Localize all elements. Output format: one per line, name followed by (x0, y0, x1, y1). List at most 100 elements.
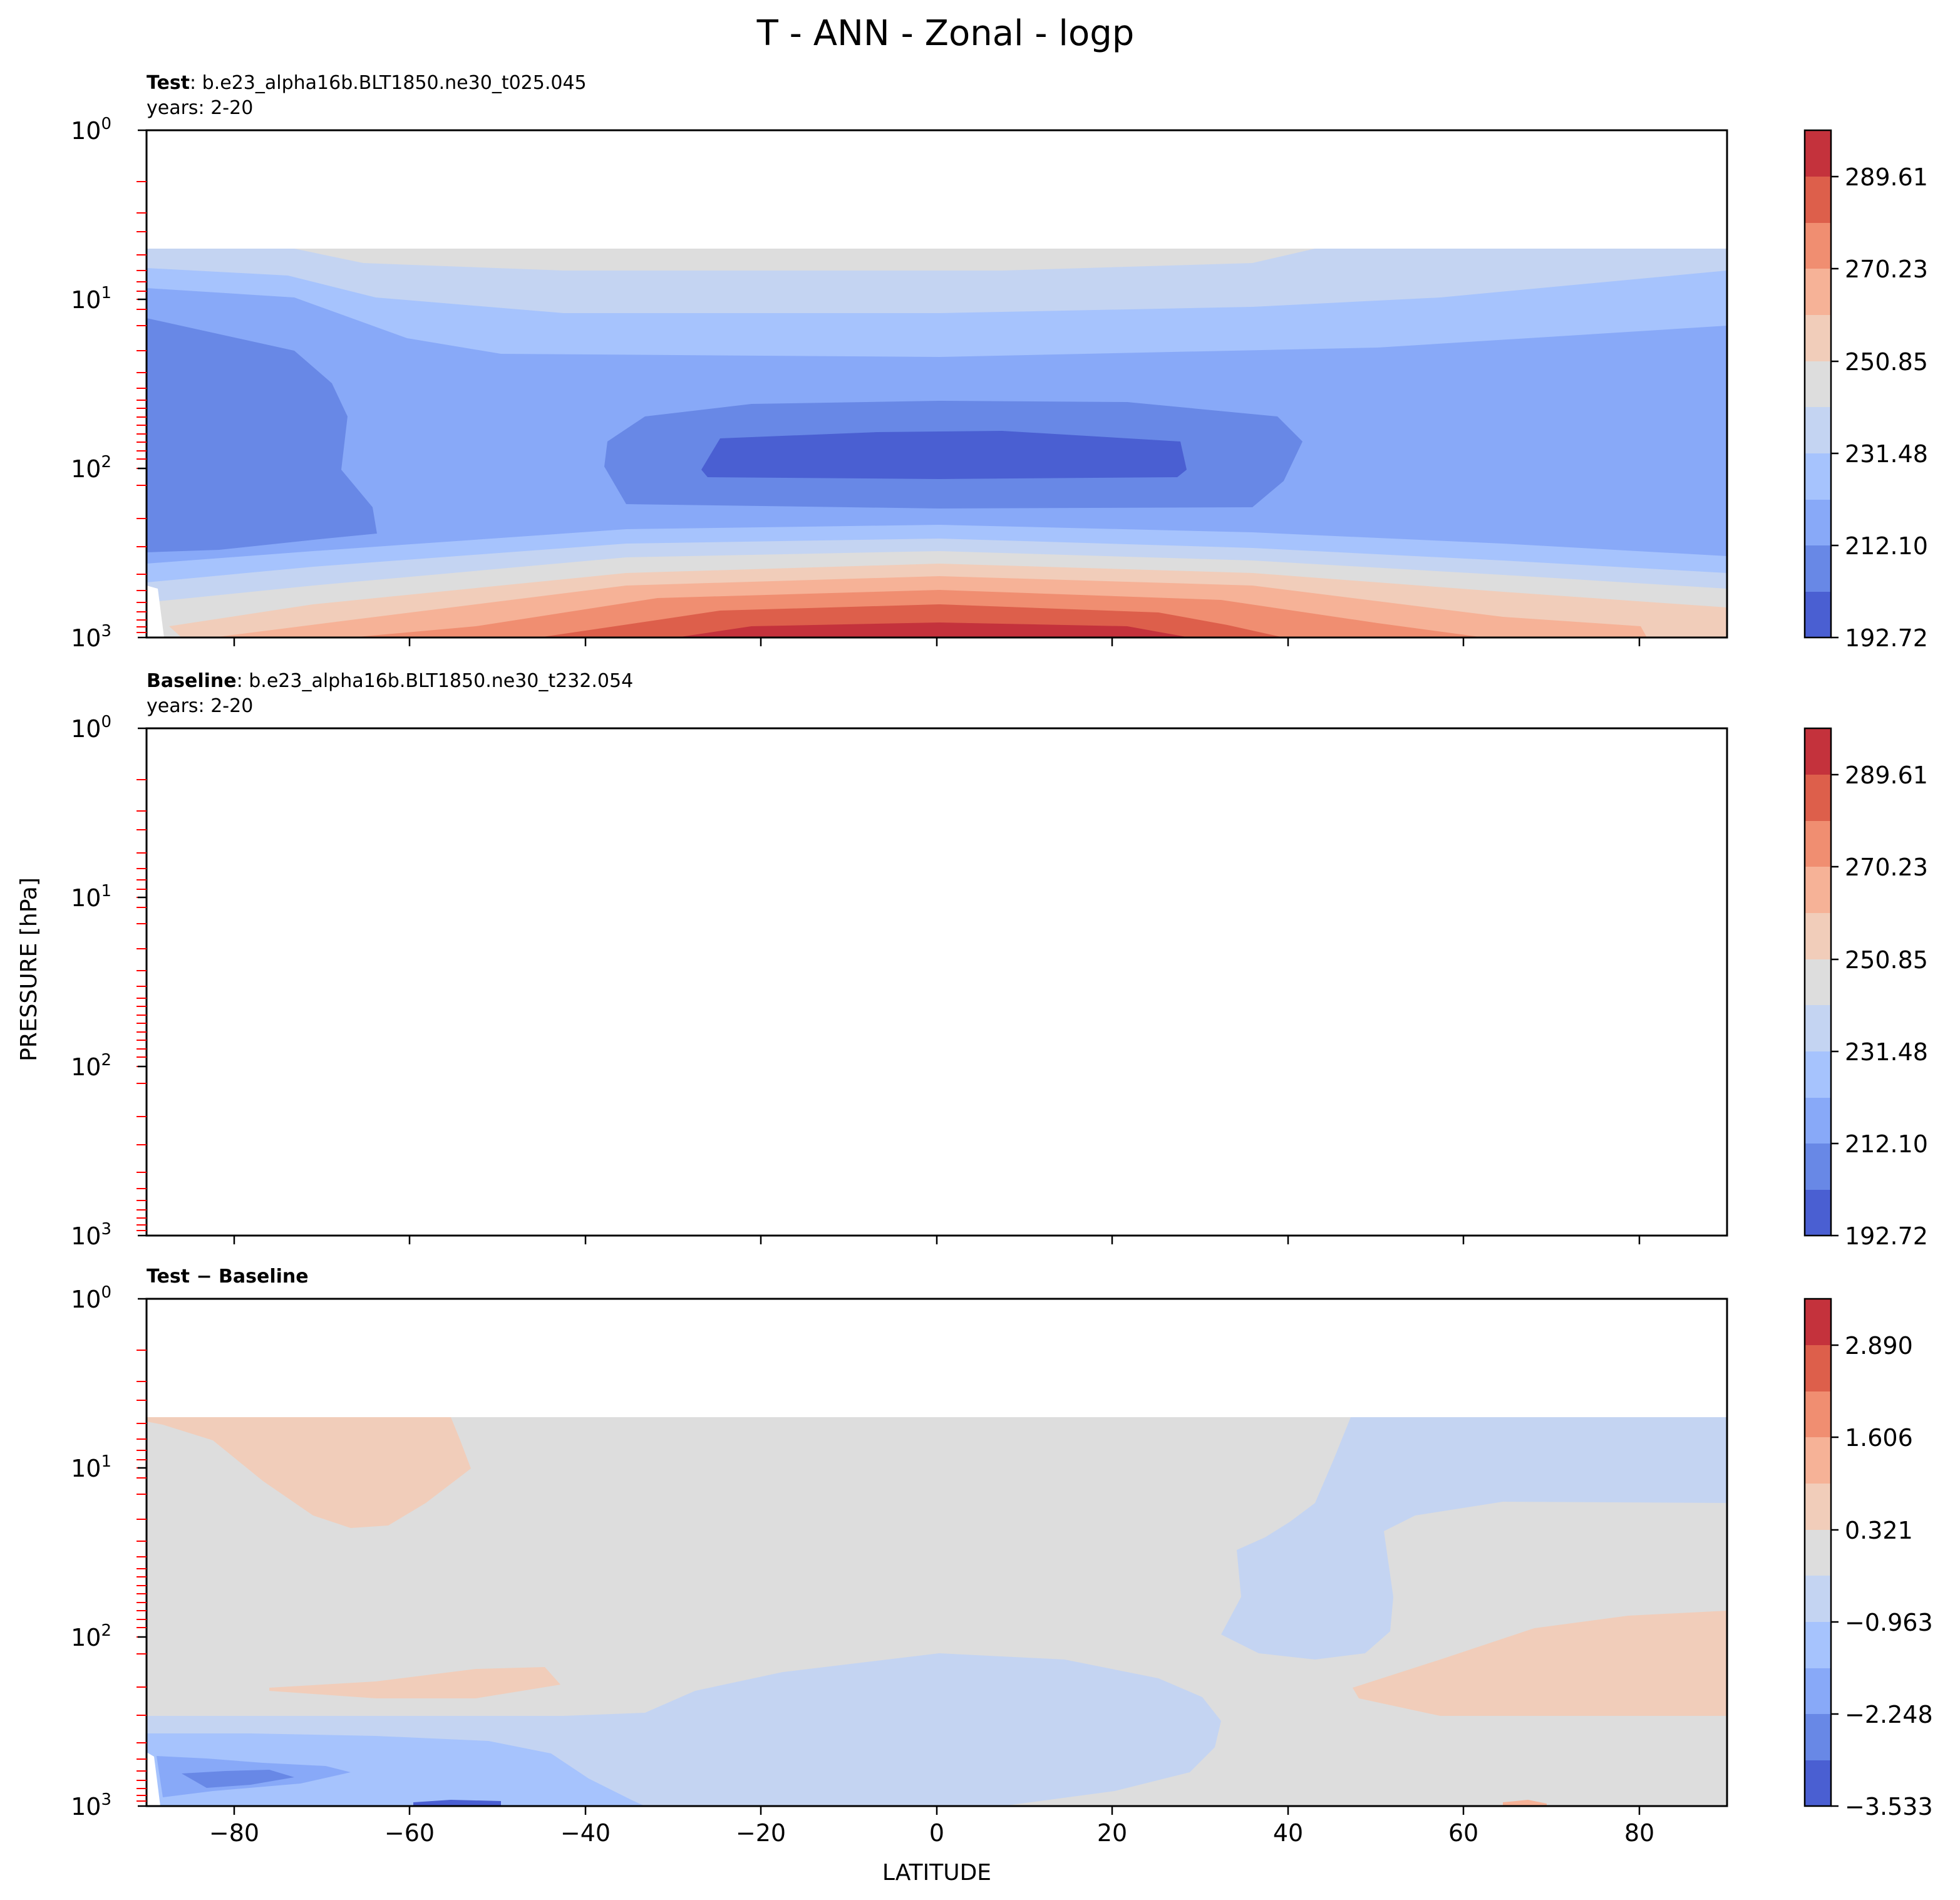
colorbar-label: 212.10 (1845, 1130, 1928, 1158)
y-tick-label: 103 (71, 1790, 111, 1820)
warm-anomaly-nh-surface (1503, 1800, 1547, 1806)
colorbar: 2.890 1.606 0.321 −0.963 −2.248 −3.533 (1803, 1298, 1933, 1820)
colorbar-label: 192.72 (1845, 624, 1928, 652)
figure-title: T - ANN - Zonal - logp (756, 13, 1135, 54)
colorbar-frame (1803, 1298, 1832, 1807)
background (147, 728, 1727, 1236)
missing-data-corner (147, 1184, 164, 1236)
colorbar-label: 231.48 (1845, 1038, 1928, 1066)
contour-field (147, 130, 1727, 638)
y-major-ticks (138, 727, 147, 1237)
x-tick-label: −20 (736, 1819, 786, 1847)
contour-band-min (701, 1029, 1184, 1077)
colorbar-label: −2.248 (1845, 1701, 1933, 1728)
colorbar-label: 192.72 (1845, 1222, 1928, 1250)
cool-anomaly-sh-surface (147, 1733, 645, 1806)
y-minor-ticks (137, 181, 147, 633)
panel-title-bold: Test − Baseline (147, 1266, 309, 1288)
panel-title: Test − Baseline (147, 1266, 309, 1288)
contour-band (532, 1200, 1277, 1236)
contour-band (147, 847, 1727, 1236)
y-tick-labels: 100 101 102 103 (71, 115, 111, 652)
y-tick-labels: 100 101 102 103 (71, 713, 111, 1250)
colorbar-ticks (1831, 175, 1839, 639)
contour-band-tropical (606, 999, 1296, 1107)
colorbar-frame (1803, 727, 1832, 1237)
colorbar-label: 270.23 (1845, 854, 1928, 881)
warm-anomaly-nh-trop (1353, 1611, 1727, 1716)
colorbar-frame (1803, 129, 1832, 639)
x-tick-labels: −80 −60 −40 −20 0 20 40 60 80 (209, 1819, 1654, 1847)
panel-subtitle: years: 2-20 (147, 97, 253, 119)
contour-band-max (676, 1218, 1190, 1236)
warm-anomaly-sh-strat (147, 1417, 471, 1528)
contour-band-polar (147, 916, 382, 1150)
y-tick-label: 102 (71, 1621, 111, 1651)
colorbar-label: 1.606 (1845, 1424, 1913, 1452)
colorbar-labels: 2.890 1.606 0.321 −0.963 −2.248 −3.533 (1845, 1332, 1933, 1820)
x-tick-label: 20 (1097, 1819, 1127, 1847)
y-tick-label: 101 (71, 1452, 111, 1482)
contour-field (147, 1299, 1727, 1806)
panel-test: Test: b.e23_alpha16b.BLT1850.ne30_t025.0… (71, 72, 1928, 652)
y-tick-label: 100 (71, 713, 111, 743)
y-minor-ticks (137, 779, 147, 1231)
plot-frame (145, 727, 1728, 1237)
panel-title: Baseline: b.e23_alpha16b.BLT1850.ne30_t2… (147, 670, 633, 692)
panel-subtitle: years: 2-20 (147, 695, 253, 717)
colorbar-label: 270.23 (1845, 256, 1928, 283)
colorbar-labels: 289.61 270.23 250.85 231.48 212.10 192.7… (1845, 163, 1928, 652)
x-axis-label: LATITUDE (882, 1860, 991, 1886)
contour-band (147, 1149, 1727, 1236)
contour-band-polar (147, 318, 377, 552)
x-tick-label: 60 (1448, 1819, 1478, 1847)
colorbar-label: 289.61 (1845, 163, 1928, 191)
colorbar-ticks (1831, 1344, 1839, 1807)
y-tick-label: 101 (71, 284, 111, 314)
cool-anomaly-nh-strat (1221, 1417, 1727, 1660)
x-ticks (233, 1236, 1641, 1244)
contour-band (147, 1137, 1727, 1236)
colorbar: 289.61 270.23 250.85 231.48 212.10 192.7… (1803, 129, 1928, 652)
colorbar-bands (1805, 1299, 1831, 1806)
contour-band (147, 1123, 1727, 1236)
y-tick-label: 102 (71, 1051, 111, 1081)
x-ticks (233, 1806, 1641, 1815)
y-axis-label: PRESSURE [hPa] (16, 877, 42, 1061)
cool-anomaly-sh-surface-3 (182, 1770, 294, 1788)
panel-title-bold: Baseline (147, 670, 237, 692)
contour-band (338, 1185, 1465, 1236)
panel-baseline: Baseline: b.e23_alpha16b.BLT1850.ne30_t2… (71, 670, 1928, 1250)
missing-data-corner (147, 586, 164, 638)
colorbar-label: 250.85 (1845, 348, 1928, 376)
x-tick-label: 0 (929, 1819, 944, 1847)
colorbar-ticks (1831, 773, 1839, 1237)
colorbar-label: 231.48 (1845, 440, 1928, 468)
colorbar-label: 212.10 (1845, 532, 1928, 560)
colorbar-bands (1805, 728, 1831, 1236)
contour-band (147, 886, 1727, 1236)
colorbar-label: 0.321 (1845, 1517, 1913, 1544)
panel-title-bold: Test (147, 72, 190, 94)
x-tick-label: 80 (1624, 1819, 1654, 1847)
y-tick-label: 102 (71, 453, 111, 483)
x-tick-label: −60 (384, 1819, 435, 1847)
colorbar-label: −0.963 (1845, 1609, 1933, 1636)
colorbar-label: 289.61 (1845, 762, 1928, 789)
colorbar-label: −3.533 (1845, 1793, 1933, 1820)
y-tick-labels: 100 101 102 103 (71, 1283, 111, 1820)
warm-anomaly-sh-trop (269, 1667, 560, 1698)
contour-band (147, 866, 1727, 1236)
x-ticks (233, 638, 1641, 646)
y-tick-label: 100 (71, 1283, 111, 1313)
contour-field (147, 728, 1727, 1236)
panel-title-rest: : b.e23_alpha16b.BLT1850.ne30_t025.045 (190, 72, 587, 94)
y-tick-label: 103 (71, 622, 111, 652)
panel-difference: Test − Baseline 100 101 102 (71, 1266, 1933, 1847)
y-tick-label: 103 (71, 1220, 111, 1250)
missing-data-corner (147, 1752, 160, 1806)
cool-anomaly-sh-surface-min (413, 1800, 501, 1806)
contour-band (160, 1160, 1727, 1236)
y-minor-ticks (137, 1350, 147, 1802)
